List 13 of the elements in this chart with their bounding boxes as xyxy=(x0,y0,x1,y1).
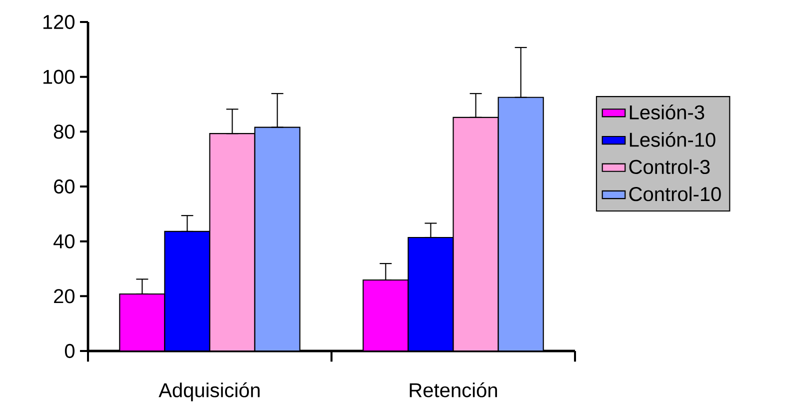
y-tick-label: 40 xyxy=(54,234,74,248)
y-tick-label: 20 xyxy=(54,289,74,304)
legend-label: Control-10 xyxy=(629,186,721,202)
legend-label: Control-3 xyxy=(629,159,710,174)
y-tick-label: 0 xyxy=(64,344,75,358)
y-tick-label: 120 xyxy=(43,14,74,30)
x-tick-label: Adquisición xyxy=(158,382,260,402)
x-tick-label: Retención xyxy=(410,382,497,398)
y-tick-label: 60 xyxy=(54,179,74,194)
y-tick-label: 100 xyxy=(43,70,74,84)
legend-label: Lesión-3 xyxy=(630,104,704,120)
y-tick-label: 80 xyxy=(54,124,74,139)
legend-label: Lesión-10 xyxy=(630,132,716,147)
